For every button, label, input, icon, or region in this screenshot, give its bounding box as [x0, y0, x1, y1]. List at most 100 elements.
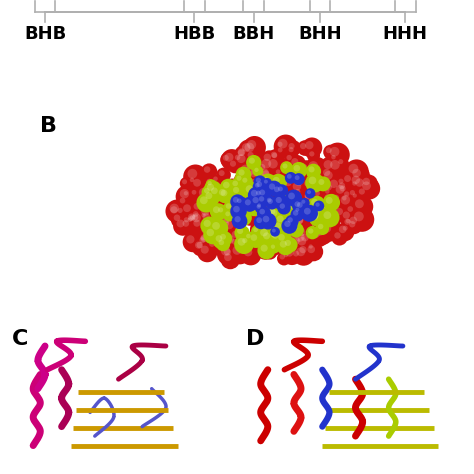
- Circle shape: [252, 224, 264, 236]
- Circle shape: [324, 194, 331, 201]
- Circle shape: [238, 139, 259, 161]
- Circle shape: [259, 188, 273, 203]
- Circle shape: [252, 193, 261, 202]
- Circle shape: [350, 179, 361, 191]
- Circle shape: [278, 177, 287, 185]
- Circle shape: [308, 172, 313, 178]
- Circle shape: [283, 253, 288, 257]
- Circle shape: [253, 210, 267, 224]
- Circle shape: [218, 216, 237, 235]
- Circle shape: [320, 167, 342, 189]
- Circle shape: [254, 215, 268, 229]
- Circle shape: [296, 243, 314, 261]
- Circle shape: [347, 206, 353, 212]
- Circle shape: [233, 187, 239, 193]
- Circle shape: [289, 225, 301, 237]
- Circle shape: [242, 182, 261, 201]
- Circle shape: [272, 228, 281, 237]
- Circle shape: [245, 149, 260, 164]
- Circle shape: [290, 194, 295, 200]
- Circle shape: [221, 250, 240, 269]
- Circle shape: [291, 228, 314, 252]
- Circle shape: [293, 187, 306, 200]
- Circle shape: [272, 184, 286, 198]
- Circle shape: [256, 178, 261, 182]
- Circle shape: [207, 183, 214, 191]
- Circle shape: [216, 203, 220, 208]
- Circle shape: [256, 171, 261, 175]
- Circle shape: [239, 201, 264, 226]
- Circle shape: [266, 206, 285, 225]
- Circle shape: [220, 234, 226, 240]
- Circle shape: [253, 197, 259, 203]
- Circle shape: [283, 177, 298, 193]
- Circle shape: [260, 168, 269, 177]
- Circle shape: [220, 230, 244, 255]
- Circle shape: [293, 210, 298, 216]
- Circle shape: [314, 209, 334, 228]
- Circle shape: [225, 192, 243, 210]
- Circle shape: [241, 164, 250, 173]
- Circle shape: [278, 139, 288, 148]
- Circle shape: [289, 143, 295, 149]
- Circle shape: [278, 234, 285, 241]
- Circle shape: [272, 207, 282, 216]
- Circle shape: [285, 170, 305, 190]
- Circle shape: [250, 170, 257, 177]
- Circle shape: [248, 189, 271, 212]
- Circle shape: [176, 185, 199, 208]
- Circle shape: [253, 203, 274, 224]
- Circle shape: [312, 223, 333, 245]
- Circle shape: [256, 191, 261, 195]
- Circle shape: [182, 232, 203, 252]
- Circle shape: [236, 167, 251, 182]
- Circle shape: [188, 218, 192, 222]
- Circle shape: [346, 213, 365, 232]
- Circle shape: [274, 185, 283, 195]
- Circle shape: [301, 234, 309, 241]
- Circle shape: [218, 207, 223, 212]
- Circle shape: [246, 185, 253, 193]
- Circle shape: [309, 166, 315, 173]
- Circle shape: [292, 201, 310, 219]
- Circle shape: [259, 209, 265, 214]
- Circle shape: [283, 164, 288, 169]
- Circle shape: [201, 208, 210, 216]
- Circle shape: [263, 246, 277, 260]
- Circle shape: [256, 182, 275, 201]
- Circle shape: [276, 169, 281, 174]
- Circle shape: [223, 182, 229, 188]
- Circle shape: [261, 246, 265, 251]
- Circle shape: [331, 229, 347, 246]
- Circle shape: [177, 195, 191, 210]
- Circle shape: [252, 201, 273, 222]
- Circle shape: [269, 171, 289, 191]
- Circle shape: [211, 174, 223, 186]
- Circle shape: [301, 200, 305, 204]
- Circle shape: [292, 223, 297, 229]
- Circle shape: [285, 213, 296, 224]
- Circle shape: [237, 192, 242, 197]
- Circle shape: [280, 161, 293, 174]
- Circle shape: [282, 237, 298, 253]
- Circle shape: [289, 221, 303, 235]
- Circle shape: [255, 222, 277, 244]
- Circle shape: [326, 176, 347, 197]
- Circle shape: [356, 178, 364, 187]
- Circle shape: [263, 216, 269, 222]
- Circle shape: [312, 181, 319, 188]
- Circle shape: [304, 173, 328, 196]
- Circle shape: [271, 245, 275, 249]
- Circle shape: [228, 212, 247, 231]
- Circle shape: [257, 229, 272, 245]
- Circle shape: [339, 208, 358, 227]
- Circle shape: [201, 228, 207, 233]
- Circle shape: [349, 165, 370, 186]
- Circle shape: [227, 189, 236, 198]
- Circle shape: [188, 212, 201, 225]
- Circle shape: [301, 176, 319, 195]
- Circle shape: [281, 232, 301, 252]
- Circle shape: [271, 152, 277, 158]
- Circle shape: [227, 158, 243, 173]
- Circle shape: [266, 204, 277, 215]
